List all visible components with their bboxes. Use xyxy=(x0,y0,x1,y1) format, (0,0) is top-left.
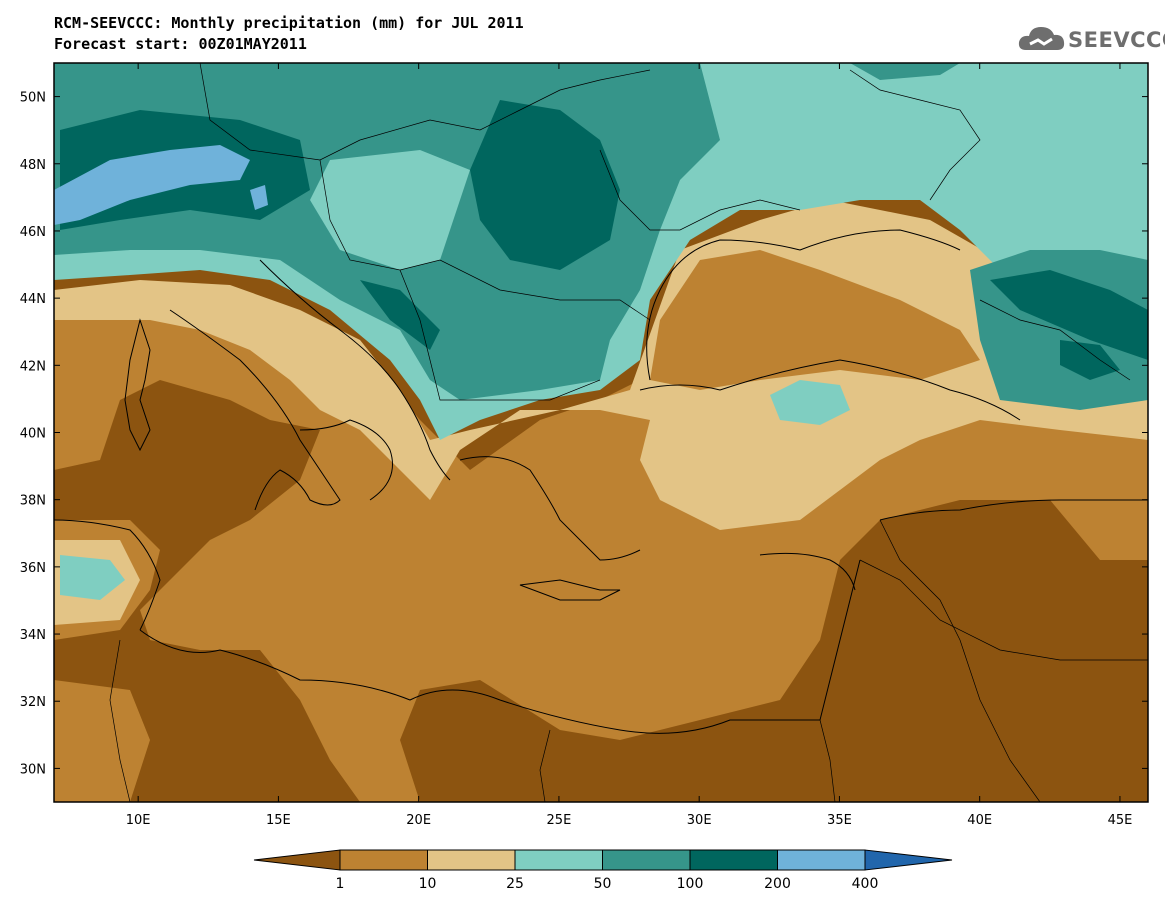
colorbar-label: 400 xyxy=(852,876,879,892)
lon-tick-label: 45E xyxy=(1108,813,1133,828)
black-sea-dry-region xyxy=(650,250,980,390)
precip-400-plus-spot xyxy=(250,185,268,210)
precip-100-200-north-region xyxy=(850,63,960,80)
precip-400-plus-region xyxy=(54,145,250,225)
lon-tick-label: 10E xyxy=(126,813,151,828)
colorbar-swatch xyxy=(689,849,778,871)
colorbar-swatch xyxy=(777,849,866,871)
lat-tick-label: 36N xyxy=(20,561,46,576)
map-title: RCM-SEEVCCC: Monthly precipitation (mm) … xyxy=(54,14,524,32)
lat-tick-label: 50N xyxy=(20,91,46,106)
lon-tick-label: 20E xyxy=(406,813,431,828)
colorbar-swatch xyxy=(339,849,428,871)
precip-10-25-libya-region xyxy=(54,680,150,802)
lat-tick-label: 44N xyxy=(20,292,46,307)
precip-50-100-atlas-region xyxy=(60,555,125,600)
lat-tick-label: 46N xyxy=(20,225,46,240)
precipitation-field xyxy=(54,63,1148,802)
precip-10-25-east-region xyxy=(1050,500,1148,560)
precip-50-100-anatolia-region xyxy=(770,380,850,425)
lat-tick-label: 30N xyxy=(20,762,46,777)
colorbar-swatch xyxy=(427,849,516,871)
cloud-icon xyxy=(1018,27,1065,50)
colorbar-label: 10 xyxy=(419,876,437,892)
precip-200-400-carpathian-region xyxy=(470,100,620,270)
lon-tick-label: 25E xyxy=(547,813,572,828)
colorbar: 1 10 25 50 100 200 400 xyxy=(253,849,953,892)
colorbar-label: 200 xyxy=(764,876,791,892)
lat-tick-label: 34N xyxy=(20,628,46,643)
lat-tick-label: 40N xyxy=(20,427,46,442)
lon-tick-label: 30E xyxy=(687,813,712,828)
lon-tick-label: 40E xyxy=(967,813,992,828)
colorbar-label: 50 xyxy=(594,876,612,892)
precip-200-400-georgia-region xyxy=(1060,340,1120,380)
logo-text: SEEVCCC xyxy=(1068,28,1165,52)
colorbar-label: 1 xyxy=(336,876,345,892)
lat-tick-label: 48N xyxy=(20,158,46,173)
coastlines xyxy=(54,229,1148,734)
colorbar-right-arrow xyxy=(864,849,953,871)
precip-25-50-region xyxy=(54,200,1148,530)
precip-200-400-caucasus-region xyxy=(990,270,1148,360)
colorbar-swatch xyxy=(602,849,691,871)
seevccc-logo: SEEVCCC xyxy=(1018,20,1165,60)
longitude-axis: 10E 15E 20E 25E 30E 35E 40E 45E xyxy=(126,63,1133,828)
lon-tick-label: 15E xyxy=(266,813,291,828)
lon-tick-label: 35E xyxy=(827,813,852,828)
country-borders xyxy=(109,63,1148,802)
colorbar-left-arrow xyxy=(253,849,341,871)
precip-50-100-pannonia-region xyxy=(310,150,470,270)
lat-tick-label: 38N xyxy=(20,494,46,509)
precip-200-400-balkan-region xyxy=(360,280,440,350)
lat-tick-label: 32N xyxy=(20,695,46,710)
lat-tick-label: 42N xyxy=(20,359,46,374)
map-subtitle: Forecast start: 00Z01MAY2011 xyxy=(54,35,307,53)
colorbar-swatch xyxy=(514,849,603,871)
colorbar-label: 25 xyxy=(506,876,524,892)
latitude-axis: 50N 48N 46N 44N 42N 40N 38N 36N 34N 32N 30N xyxy=(20,91,1148,777)
colorbar-label: 100 xyxy=(677,876,704,892)
